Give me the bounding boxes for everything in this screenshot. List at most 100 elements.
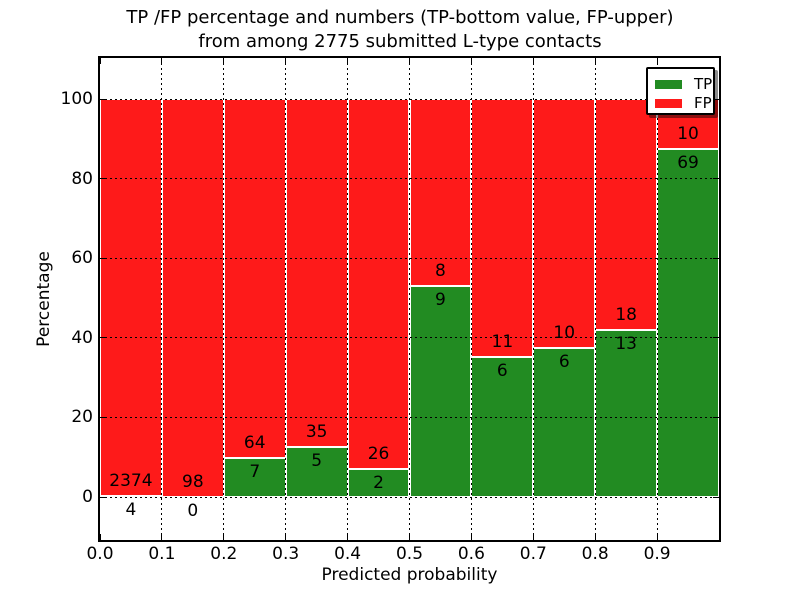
- bar-segment-fp: [285, 99, 348, 448]
- y-tick-label: 100: [60, 88, 93, 109]
- plot-area: 2374 4 98 0 64 7 35 5 26 2 8 9 11 6 10 6 18 13 10 69 TP FP: [98, 56, 721, 542]
- vertical-gridline: [347, 58, 349, 540]
- x-tick-mark: [409, 58, 410, 64]
- bar-value-labels-layer: 2374 4 98 0 64 7 35 5 26 2 8 9 11 6 10 6 18 13 10 69: [100, 58, 719, 540]
- bars-layer: [100, 58, 719, 540]
- bar-tp-count-label: 13: [615, 334, 637, 355]
- bar-fp-count-label: 2374: [109, 471, 153, 492]
- bar-fp-count-label: 11: [491, 331, 514, 352]
- vertical-gridline: [470, 58, 472, 540]
- x-tick-label: 0.9: [643, 544, 671, 564]
- x-tick-mark: [470, 534, 472, 540]
- y-tick-label: 60: [71, 248, 93, 269]
- legend-item-tp: TP: [655, 76, 713, 92]
- y-tick-label: 80: [71, 168, 93, 189]
- x-axis-label: Predicted probability: [321, 565, 498, 585]
- x-tick-label: 0.6: [457, 544, 485, 564]
- y-tick-mark: [713, 257, 719, 259]
- gridlines-layer: [100, 58, 719, 540]
- y-tick-mark: [100, 496, 106, 498]
- x-tick-mark: [470, 58, 472, 64]
- chart-title-line1: TP /FP percentage and numbers (TP-bottom…: [126, 7, 674, 28]
- y-tick-mark: [100, 98, 106, 100]
- x-tick-label: 0.8: [581, 544, 609, 564]
- bar-fp-count-label: 26: [367, 443, 390, 464]
- y-tick-mark: [713, 416, 719, 418]
- bar-fp-count-label: 98: [182, 472, 204, 493]
- x-tick-label: 0.4: [334, 544, 362, 564]
- x-tick-mark: [409, 534, 410, 540]
- legend-label-fp: FP: [694, 94, 712, 112]
- horizontal-gridline: [100, 98, 719, 100]
- horizontal-gridline: [100, 416, 719, 418]
- y-tick-mark: [100, 337, 106, 339]
- y-tick-mark: [713, 337, 719, 339]
- horizontal-gridline: [100, 257, 719, 259]
- bar-fp-count-label: 35: [305, 422, 328, 443]
- vertical-gridline: [161, 58, 163, 540]
- bar-segment-fp: [347, 99, 410, 469]
- x-tick-label: 0.0: [86, 544, 114, 564]
- y-tick-mark: [713, 98, 719, 100]
- bar-segment-fp: [100, 99, 162, 497]
- x-tick-mark: [161, 534, 163, 540]
- y-tick-mark: [100, 257, 106, 259]
- x-tick-label: 0.5: [395, 544, 424, 564]
- bar-tp-count-label: 2: [373, 472, 384, 493]
- bar-segment-fp: [533, 99, 596, 348]
- legend: TP FP: [646, 67, 715, 115]
- horizontal-gridline: [100, 178, 719, 180]
- bar-segment-fp: [409, 99, 472, 287]
- bar-tp-count-label: 6: [558, 351, 570, 372]
- bar-tp-count-label: 0: [187, 501, 199, 521]
- bar-fp-count-label: 18: [615, 305, 637, 326]
- bar-tp-count-label: 5: [311, 451, 323, 472]
- y-tick-label: 0: [82, 487, 93, 507]
- legend-label-tp: TP: [694, 75, 713, 93]
- vertical-gridline: [532, 58, 534, 540]
- x-tick-mark: [594, 58, 596, 64]
- x-tick-label: 0.7: [519, 544, 547, 564]
- bar-segment-fp: [471, 99, 534, 357]
- x-tick-mark: [347, 534, 349, 540]
- x-tick-mark: [161, 58, 163, 64]
- vertical-gridline: [409, 58, 410, 540]
- y-tick-label: 40: [71, 327, 93, 348]
- bar-segment-tp: [471, 356, 534, 498]
- x-tick-label: 0.3: [272, 544, 300, 564]
- x-tick-mark: [656, 534, 658, 540]
- bar-fp-count-label: 64: [243, 432, 266, 453]
- bar-tp-count-label: 6: [496, 360, 508, 381]
- tick-marks-layer: [99, 58, 719, 540]
- x-tick-mark: [223, 534, 225, 540]
- x-tick-mark: [532, 58, 534, 64]
- y-tick-mark: [100, 416, 106, 418]
- vertical-gridline: [656, 58, 658, 540]
- chart-title-line2: from among 2775 submitted L-type contact…: [198, 31, 602, 52]
- bar-tp-count-label: 69: [677, 153, 699, 174]
- x-tick-mark: [532, 534, 534, 540]
- x-tick-label: 0.2: [210, 544, 238, 564]
- horizontal-gridline: [100, 496, 719, 498]
- x-tick-mark: [656, 58, 658, 64]
- x-tick-mark: [223, 58, 225, 64]
- bar-fp-count-label: 8: [435, 261, 446, 282]
- vertical-gridline: [285, 58, 287, 540]
- x-tick-mark: [594, 534, 596, 540]
- vertical-gridline: [594, 58, 596, 540]
- y-tick-mark: [100, 178, 106, 180]
- bar-fp-count-label: 10: [553, 322, 576, 343]
- bar-tp-count-label: 9: [435, 290, 446, 311]
- bar-tp-count-label: 4: [125, 500, 137, 521]
- bar-tp-count-label: 7: [249, 461, 261, 482]
- x-tick-mark: [99, 58, 101, 64]
- horizontal-gridline: [100, 337, 719, 339]
- y-tick-mark: [713, 178, 719, 180]
- x-tick-mark: [99, 534, 101, 540]
- x-tick-label: 0.1: [148, 544, 176, 564]
- bar-segment-fp: [595, 99, 658, 331]
- tp-color-swatch: [655, 79, 682, 89]
- x-tick-mark: [347, 58, 349, 64]
- fp-color-swatch: [655, 98, 682, 108]
